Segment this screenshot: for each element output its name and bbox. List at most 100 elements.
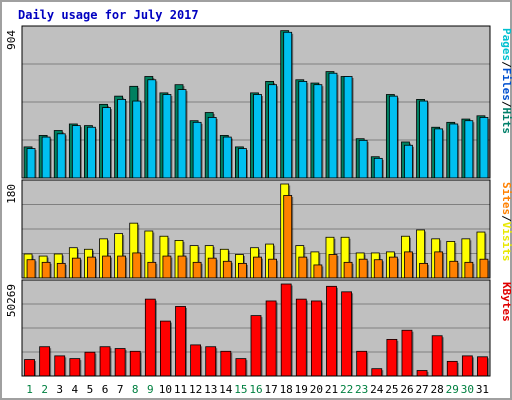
bar-sites-day-15	[238, 262, 247, 279]
bar-kbytes-day-26	[401, 329, 413, 377]
bar-files-day-7	[117, 99, 127, 179]
bar-sites-day-11	[177, 255, 187, 279]
bar-files-day-13	[207, 117, 217, 179]
bar-files-day-29	[449, 123, 459, 179]
bar-files-day-11	[177, 89, 187, 179]
bar-kbytes-day-6	[99, 346, 111, 377]
bar-sites-day-5	[87, 256, 96, 279]
plot-border	[21, 25, 491, 179]
bar-sites-day-9	[147, 261, 157, 279]
bar-files-day-25	[388, 95, 398, 179]
bar-sites-day-3	[56, 262, 66, 279]
bar-kbytes-day-15	[235, 358, 247, 377]
bar-sites-day-16	[253, 256, 262, 279]
bar-files-day-3	[56, 133, 66, 179]
bar-sites-day-14	[222, 260, 232, 279]
bar-kbytes-day-10	[160, 320, 171, 377]
x-tick-label-day-1: 1	[26, 383, 33, 396]
x-tick-label-day-24: 24	[370, 383, 384, 396]
bar-kbytes-day-13	[205, 346, 217, 377]
x-tick-label-day-19: 19	[295, 383, 308, 396]
bar-sites-day-10	[162, 255, 172, 279]
x-tick-label-day-26: 26	[400, 383, 413, 396]
bar-kbytes-day-1	[24, 359, 35, 377]
x-tick-label-day-12: 12	[189, 383, 202, 396]
legend-kbytes: KBytes	[500, 282, 512, 322]
x-tick-label-day-10: 10	[159, 383, 172, 396]
bar-sites-day-20	[313, 264, 323, 279]
bar-kbytes-day-19	[295, 298, 307, 377]
bar-files-day-31	[479, 117, 489, 179]
x-tick-label-day-28: 28	[431, 383, 444, 396]
bar-files-day-2	[41, 136, 51, 179]
bar-sites-day-4	[71, 257, 81, 279]
plot-border	[21, 179, 491, 279]
legend-item: /	[500, 61, 512, 68]
x-tick-label-day-2: 2	[41, 383, 48, 396]
legend-item: Sites	[500, 182, 512, 215]
bar-files-day-23	[358, 139, 368, 179]
bar-kbytes-day-24	[371, 368, 383, 377]
x-tick-label-day-15: 15	[234, 383, 247, 396]
bar-sites-day-26	[404, 251, 413, 279]
bar-files-day-14	[222, 136, 232, 179]
bar-kbytes-day-27	[416, 370, 428, 377]
x-tick-label-day-4: 4	[72, 383, 79, 396]
bar-sites-day-23	[358, 258, 368, 279]
bar-kbytes-day-28	[431, 335, 443, 377]
bar-files-day-16	[253, 94, 262, 179]
plot-border	[21, 279, 491, 377]
bar-kbytes-day-5	[84, 351, 96, 377]
bar-kbytes-day-18	[280, 283, 292, 377]
y-max-label: 904	[5, 30, 18, 50]
bar-sites-day-28	[434, 251, 444, 279]
bar-kbytes-day-25	[386, 338, 398, 377]
bar-kbytes-day-4	[69, 358, 81, 377]
legend-item: Hits	[500, 108, 512, 135]
bar-kbytes-day-2	[39, 346, 51, 377]
x-tick-label-day-22: 22	[340, 383, 353, 396]
bar-sites-day-25	[388, 256, 398, 279]
x-tick-label-day-9: 9	[147, 383, 154, 396]
bar-files-day-18	[283, 31, 293, 179]
bar-files-day-27	[419, 100, 428, 179]
bar-files-day-24	[373, 157, 383, 179]
bar-sites-day-6	[102, 255, 111, 279]
bar-sites-day-1	[26, 259, 36, 279]
legend-item: Visits	[500, 222, 512, 262]
x-tick-label-day-30: 30	[461, 383, 474, 396]
x-tick-label-day-11: 11	[174, 383, 187, 396]
bar-files-day-20	[313, 84, 323, 179]
chart-title: Daily usage for July 2017	[18, 8, 199, 22]
bar-kbytes-day-3	[54, 355, 66, 377]
bar-files-day-30	[464, 120, 474, 179]
y-max-label: 180	[5, 184, 18, 204]
bar-kbytes-day-22	[341, 291, 352, 377]
bar-sites-day-7	[117, 255, 127, 279]
bar-files-day-17	[268, 84, 277, 179]
x-tick-label-day-14: 14	[219, 383, 233, 396]
panel-visits-sites: 180 Sites/Visits	[5, 179, 512, 279]
bar-files-day-26	[404, 144, 413, 179]
legend-visits-sites: Sites/Visits	[500, 182, 512, 262]
x-tick-label-day-20: 20	[310, 383, 323, 396]
bar-kbytes-day-7	[114, 348, 126, 377]
x-tick-label-day-13: 13	[204, 383, 217, 396]
x-tick-label-day-8: 8	[132, 383, 139, 396]
bar-sites-day-13	[207, 257, 217, 279]
x-tick-label-day-27: 27	[415, 383, 428, 396]
bar-kbytes-day-12	[190, 344, 202, 377]
bar-kbytes-day-8	[129, 350, 141, 377]
bar-files-day-19	[298, 81, 308, 179]
bar-files-day-9	[147, 79, 157, 179]
bar-kbytes-day-30	[461, 355, 473, 377]
x-tick-label-day-18: 18	[280, 383, 293, 396]
bar-sites-day-19	[298, 256, 308, 279]
bar-kbytes-day-29	[446, 360, 458, 377]
bar-sites-day-27	[419, 262, 428, 279]
bar-sites-day-30	[464, 261, 474, 279]
bar-kbytes-day-21	[326, 285, 337, 377]
bar-kbytes-day-9	[144, 298, 156, 377]
bar-files-day-1	[26, 148, 36, 179]
